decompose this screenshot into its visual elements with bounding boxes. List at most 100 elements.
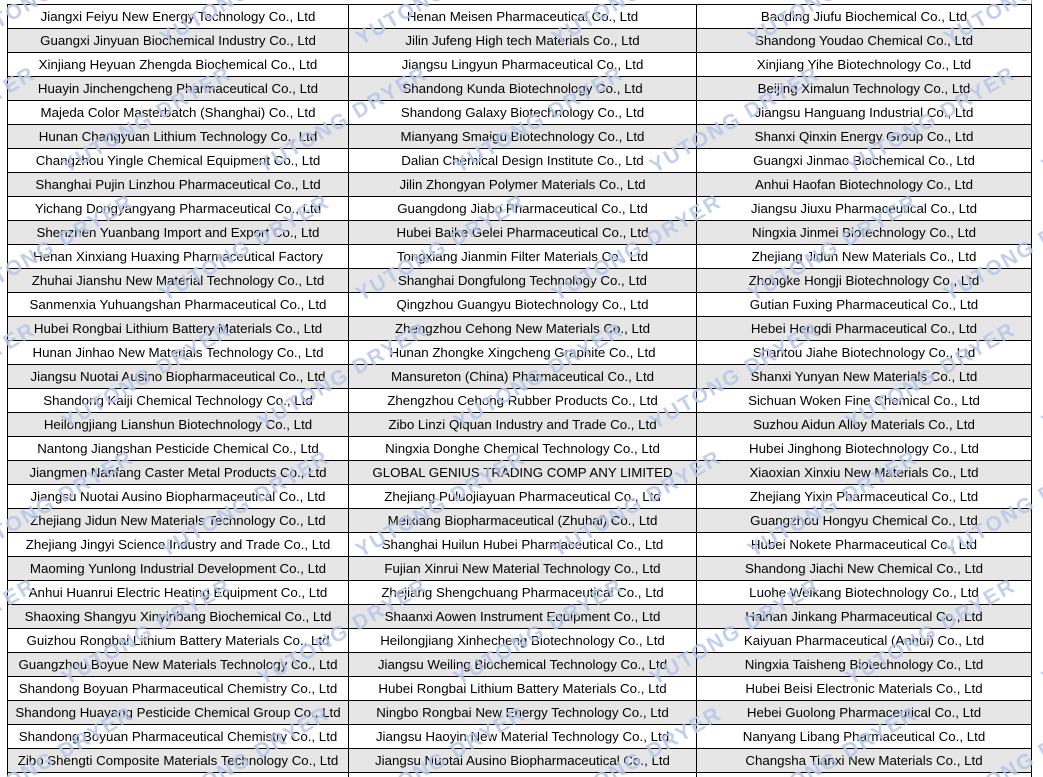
company-cell[interactable]: Hunan Jinhao New Materials Technology Co…	[7, 340, 349, 365]
company-cell[interactable]: Xiaoxian Xinxiu New Materials Co., Ltd	[696, 460, 1032, 485]
company-cell[interactable]: Maoming Yunlong Industrial Development C…	[7, 556, 349, 581]
company-cell[interactable]: Nanyang Libang Pharmaceutical Co., Ltd	[696, 724, 1032, 749]
company-cell[interactable]: Xinjiang Yihe Biotechnology Co., Ltd	[696, 52, 1032, 77]
table-row[interactable]: Shandong Kaiji Chemical Technology Co., …	[7, 388, 1032, 413]
company-cell[interactable]: Qingzhou Guangyu Biotechnology Co., Ltd	[348, 292, 697, 317]
company-cell[interactable]: Zhengzhou Cehong Rubber Products Co., Lt…	[348, 388, 697, 413]
company-cell[interactable]: Guangzhou Hongyu Chemical Co., Ltd	[696, 508, 1032, 533]
company-cell[interactable]: Shanxi Yunyan New Materials Co., Ltd	[696, 364, 1032, 389]
table-row[interactable]: Hunan Jinhao New Materials Technology Co…	[7, 340, 1032, 365]
company-cell[interactable]: Ningbo Rongbai New Energy Technology Co.…	[348, 700, 697, 725]
table-row[interactable]: Shandong Boyuan Pharmaceutical Chemistry…	[7, 676, 1032, 701]
company-cell[interactable]: Zhejiang Shengchuang Pharmaceutical Co.,…	[348, 580, 697, 605]
company-cell[interactable]: Hebei Guolong Pharmaceutical Co., Ltd	[696, 700, 1032, 725]
company-cell[interactable]: Hainan Jinkang Pharmaceutical Co., Ltd	[696, 604, 1032, 629]
company-cell[interactable]: Hubei Nokete Pharmaceutical Co., Ltd	[696, 532, 1032, 557]
table-row[interactable]: Changzhi Yuanyan Pharmaceutical Technolo…	[7, 772, 1032, 777]
table-row[interactable]: Guangzhou Boyue New Materials Technology…	[7, 652, 1032, 677]
company-cell[interactable]: Zhejiang Jidun New Materials Technology …	[7, 508, 349, 533]
company-cell[interactable]: Jiangsu Haoyin New Material Technology C…	[348, 724, 697, 749]
company-cell[interactable]: Guizhou Rongbai Lithium Battery Material…	[7, 628, 349, 653]
table-row[interactable]: Jiangmen Nanfang Caster Metal Products C…	[7, 460, 1032, 485]
company-cell[interactable]: GLOBAL GENIUS TRADING COMP ANY LIMITED	[348, 460, 697, 485]
company-cell[interactable]: Shandong Jiachi New Chemical Co., Ltd	[696, 556, 1032, 581]
company-cell[interactable]: Shandong Kaiji Chemical Technology Co., …	[7, 388, 349, 413]
company-cell[interactable]: Majeda Color Masterbatch (Shanghai) Co.,…	[7, 100, 349, 125]
table-row[interactable]: Xinjiang Heyuan Zhengda Biochemical Co.,…	[7, 52, 1032, 77]
company-cell[interactable]: Jiangsu Nuotai Ausino Biopharmaceutical …	[7, 484, 349, 509]
table-row[interactable]: Shandong Boyuan Pharmaceutical Chemistry…	[7, 724, 1032, 749]
company-cell[interactable]: Jiangsu Nuotai Ausino Biopharmaceutical …	[348, 748, 697, 773]
table-row[interactable]: Jiangsu Nuotai Ausino Biopharmaceutical …	[7, 364, 1032, 389]
company-cell[interactable]: Zibo Linzi Qiquan Industry and Trade Co.…	[348, 412, 697, 437]
company-cell[interactable]: Changzhou Yingle Chemical Equipment Co.,…	[7, 148, 349, 173]
company-cell[interactable]: Henan Xinxiang Huaxing Pharmaceutical Fa…	[7, 244, 349, 269]
company-cell[interactable]: Guangzhou Boyue New Materials Technology…	[7, 652, 349, 677]
company-cell[interactable]: Jilin Zhongyan Polymer Materials Co., Lt…	[348, 172, 697, 197]
table-row[interactable]: Jiangsu Nuotai Ausino Biopharmaceutical …	[7, 484, 1032, 509]
table-row[interactable]: Heilongjiang Lianshun Biotechnology Co.,…	[7, 412, 1032, 437]
company-cell[interactable]: Zhejiang Puluojiayuan Pharmaceutical Co.…	[348, 484, 697, 509]
company-cell[interactable]: Shandong Kunda Biotechnology Co., Ltd	[348, 76, 697, 101]
company-cell[interactable]: Heilongjiang Xinhecheng Biotechnology Co…	[348, 628, 697, 653]
table-row[interactable]: Zhejiang Jidun New Materials Technology …	[7, 508, 1032, 533]
company-cell[interactable]: Hunan Zhongke Xingcheng Graphite Co., Lt…	[348, 340, 697, 365]
company-cell[interactable]: Zhejiang Yixin Pharmaceutical Co., Ltd	[696, 484, 1032, 509]
table-row[interactable]: Guizhou Rongbai Lithium Battery Material…	[7, 628, 1032, 653]
table-row[interactable]: Sanmenxia Yuhuangshan Pharmaceutical Co.…	[7, 292, 1032, 317]
company-cell[interactable]: Kaiyuan Pharmaceutical (Anhui) Co., Ltd	[696, 628, 1032, 653]
table-row[interactable]: Anhui Huanrui Electric Heating Equipment…	[7, 580, 1032, 605]
table-row[interactable]: Nantong Jiangshan Pesticide Chemical Co.…	[7, 436, 1032, 461]
company-cell[interactable]: Shantou Jiahe Biotechnology Co., Ltd	[696, 340, 1032, 365]
company-cell[interactable]: Hubei Rongbai Lithium Battery Materials …	[348, 676, 697, 701]
company-cell[interactable]: Hebei Hengdi Pharmaceutical Co., Ltd	[696, 316, 1032, 341]
table-row[interactable]: Shanghai Pujin Linzhou Pharmaceutical Co…	[7, 172, 1032, 197]
company-cell[interactable]: Jiangxi Feiyu New Energy Technology Co.,…	[7, 4, 349, 29]
table-row[interactable]: Maoming Yunlong Industrial Development C…	[7, 556, 1032, 581]
table-row[interactable]: Guangxi Jinyuan Biochemical Industry Co.…	[7, 28, 1032, 53]
company-cell[interactable]: Zhengzhou Cehong New Materials Co., Ltd	[348, 316, 697, 341]
company-cell[interactable]: Nantong Jiangshan Pesticide Chemical Co.…	[7, 436, 349, 461]
table-row[interactable]: Zibo Shengti Composite Materials Technol…	[7, 748, 1032, 773]
company-cell[interactable]: Shandong Huayang Pesticide Chemical Grou…	[7, 700, 349, 725]
company-cell[interactable]: Zibo Shengti Composite Materials Technol…	[7, 748, 349, 773]
company-cell[interactable]: Zhejiang Jingyi Science Industry and Tra…	[7, 532, 349, 557]
company-cell[interactable]: Ningxia Donghe Chemical Technology Co., …	[348, 436, 697, 461]
company-cell[interactable]: Gutian Fuxing Pharmaceutical Co., Ltd	[696, 292, 1032, 317]
company-cell[interactable]: Hunan Changyuan Lithium Technology Co., …	[7, 124, 349, 149]
company-cell[interactable]: Guangxi Jinyuan Biochemical Industry Co.…	[7, 28, 349, 53]
company-cell[interactable]: Sichuan Woken Fine Chemical Co., Ltd	[696, 388, 1032, 413]
company-cell[interactable]: Shanxi Qinxin Energy Group Co., Ltd	[696, 124, 1032, 149]
table-row[interactable]: Jiangxi Feiyu New Energy Technology Co.,…	[7, 4, 1032, 29]
table-row[interactable]: Henan Xinxiang Huaxing Pharmaceutical Fa…	[7, 244, 1032, 269]
company-cell[interactable]: Shandong Boyuan Pharmaceutical Chemistry…	[7, 724, 349, 749]
company-cell[interactable]: Jilin Jufeng High tech Materials Co., Lt…	[348, 28, 697, 53]
table-row[interactable]: Shandong Huayang Pesticide Chemical Grou…	[7, 700, 1032, 725]
company-cell[interactable]: Xinjiang Heyuan Zhengda Biochemical Co.,…	[7, 52, 349, 77]
table-row[interactable]: Zhuhai Jianshu New Material Technology C…	[7, 268, 1032, 293]
company-cell[interactable]: Jiangsu Jiuxu Pharmaceutical Co., Ltd	[696, 196, 1032, 221]
company-cell[interactable]: Zhuhai Jianshu New Material Technology C…	[7, 268, 349, 293]
company-cell[interactable]: Tongxiang Jianmin Filter Materials Co., …	[348, 244, 697, 269]
company-cell[interactable]: Luohe Weikang Biotechnology Co., Ltd	[696, 580, 1032, 605]
company-cell[interactable]: Wuhan Wuyao Pharmaceutical Co., Ltd	[696, 772, 1032, 777]
company-cell[interactable]: Jiangsu Hanguang Industrial Co., Ltd	[696, 100, 1032, 125]
company-cell[interactable]: Ningxia Jinmei Biotechnology Co., Ltd	[696, 220, 1032, 245]
company-cell[interactable]: Shandong Galaxy Biotechnology Co., Ltd	[348, 100, 697, 125]
table-row[interactable]: Majeda Color Masterbatch (Shanghai) Co.,…	[7, 100, 1032, 125]
company-cell[interactable]: Hubei Jinghong Biotechnology Co., Ltd	[696, 436, 1032, 461]
company-cell[interactable]: Fujian Xinrui New Material Technology Co…	[348, 556, 697, 581]
company-cell[interactable]: Yichang Dongyangyang Pharmaceutical Co.,…	[7, 196, 349, 221]
company-cell[interactable]: Jiangsu Weiling Biochemical Technology C…	[348, 652, 697, 677]
company-cell[interactable]: Hubei Baike Gelei Pharmaceutical Co., Lt…	[348, 220, 697, 245]
company-cell[interactable]: Shandong Youdao Chemical Co., Ltd	[696, 28, 1032, 53]
table-row[interactable]: Yichang Dongyangyang Pharmaceutical Co.,…	[7, 196, 1032, 221]
company-cell[interactable]: Beijing Ximalun Technology Co., Ltd	[696, 76, 1032, 101]
company-cell[interactable]: Shanghai Pujin Linzhou Pharmaceutical Co…	[7, 172, 349, 197]
company-cell[interactable]: Zhengzhou Bohang Intelligent Equipment C…	[348, 772, 697, 777]
company-cell[interactable]: Shaoxing Shangyu Xinyinbang Biochemical …	[7, 604, 349, 629]
table-row[interactable]: Hunan Changyuan Lithium Technology Co., …	[7, 124, 1032, 149]
company-cell[interactable]: Zhongke Hongji Biotechnology Co., Ltd	[696, 268, 1032, 293]
table-row[interactable]: Hubei Rongbai Lithium Battery Materials …	[7, 316, 1032, 341]
company-cell[interactable]: Guangdong Jiabo Pharmaceutical Co., Ltd	[348, 196, 697, 221]
